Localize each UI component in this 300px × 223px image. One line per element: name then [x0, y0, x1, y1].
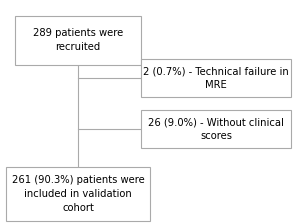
FancyBboxPatch shape — [6, 167, 150, 221]
FancyBboxPatch shape — [141, 59, 291, 97]
FancyBboxPatch shape — [141, 110, 291, 148]
Text: 26 (9.0%) - Without clinical
scores: 26 (9.0%) - Without clinical scores — [148, 117, 284, 141]
Text: 2 (0.7%) - Technical failure in
MRE: 2 (0.7%) - Technical failure in MRE — [143, 66, 289, 90]
Text: 289 patients were
recruited: 289 patients were recruited — [33, 28, 123, 52]
Text: 261 (90.3%) patients were
included in validation
cohort: 261 (90.3%) patients were included in va… — [12, 175, 144, 213]
FancyBboxPatch shape — [15, 16, 141, 65]
